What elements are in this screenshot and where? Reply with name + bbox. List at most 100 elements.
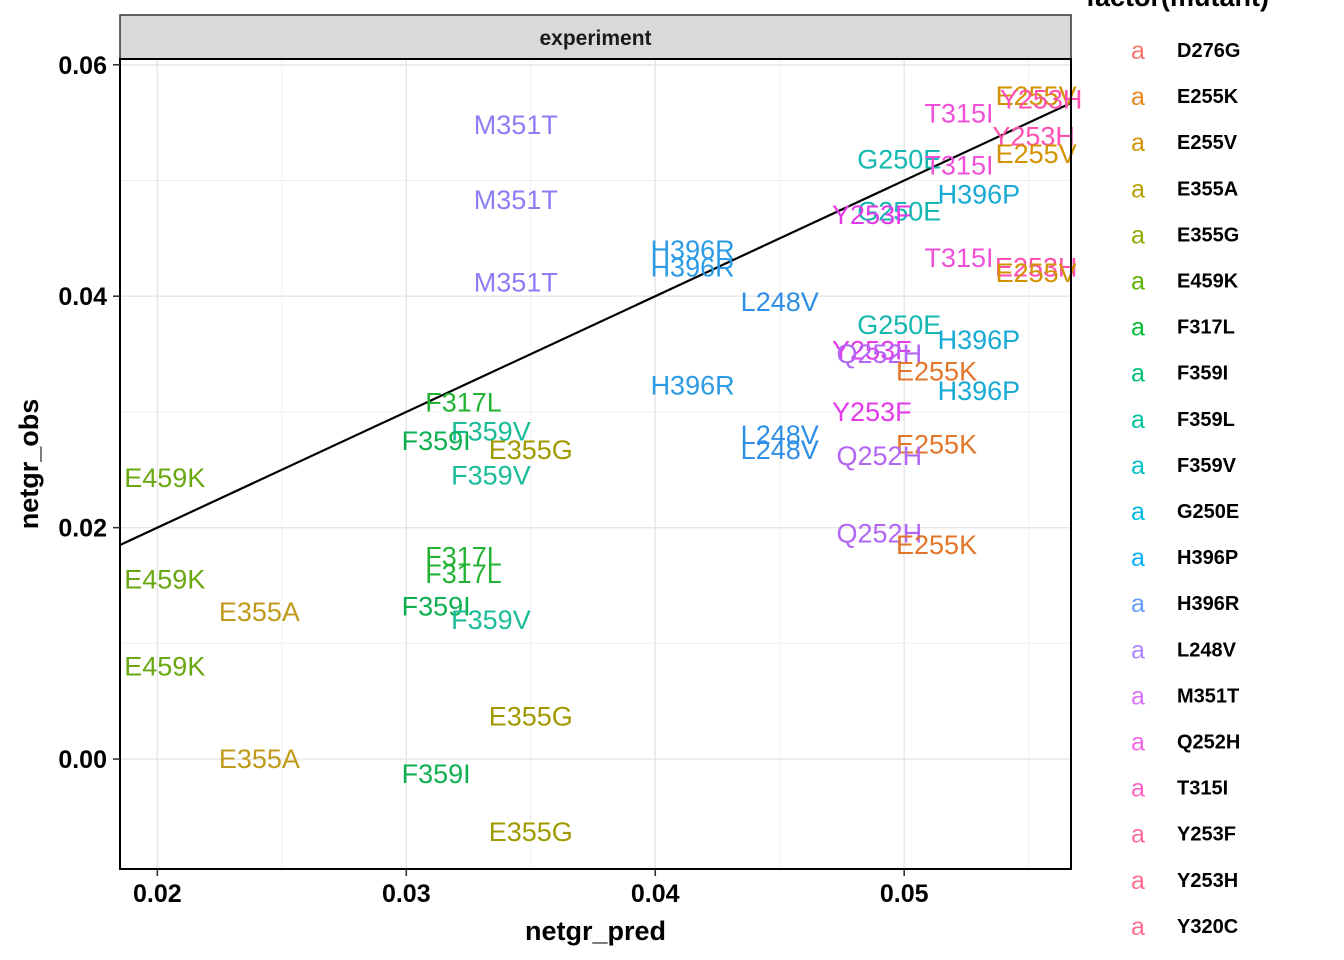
point-label-g250e: G250E <box>857 310 941 340</box>
legend-key-glyph: a <box>1131 221 1145 249</box>
legend-label-f359v: F359V <box>1177 455 1237 477</box>
point-label-e253h: E253H <box>995 252 1078 282</box>
legend-key-glyph: a <box>1131 775 1145 803</box>
panel-background <box>120 59 1071 869</box>
point-label-e459k: E459K <box>124 463 205 493</box>
point-label-e355a: E355A <box>219 744 300 774</box>
point-label-y253h: Y253H <box>992 122 1075 152</box>
legend-key-glyph: a <box>1131 175 1145 203</box>
x-tick-label: 0.02 <box>133 880 182 908</box>
legend-key-glyph: a <box>1131 636 1145 664</box>
point-label-f359v: F359V <box>451 605 531 635</box>
legend-label-y253f: Y253F <box>1177 824 1236 846</box>
legend-label-e355a: E355A <box>1177 178 1238 200</box>
legend-key-glyph: a <box>1131 682 1145 710</box>
point-label-e459k: E459K <box>124 652 205 682</box>
point-label-l248v: L248V <box>741 420 819 450</box>
legend-label-h396r: H396R <box>1177 593 1240 615</box>
point-label-t315i: T315I <box>924 150 993 180</box>
legend-label-d276g: D276G <box>1177 40 1240 62</box>
facet-strip-label: experiment <box>539 27 651 50</box>
point-label-f359i: F359I <box>402 591 471 621</box>
point-label-e255k: E255K <box>896 356 977 386</box>
legend-key-glyph: a <box>1131 37 1145 65</box>
point-label-m351t: M351T <box>474 185 558 215</box>
point-label-e255v: E255V <box>996 81 1077 111</box>
legend-label-y320c: Y320C <box>1177 916 1238 938</box>
point-label-t315i: T315I <box>924 243 993 273</box>
legend-label-q252h: Q252H <box>1177 732 1240 754</box>
point-label-h396p: H396P <box>938 179 1021 209</box>
point-label-e459k: E459K <box>124 565 205 595</box>
legend-key-glyph: a <box>1131 867 1145 895</box>
point-label-h396p: H396P <box>938 376 1021 406</box>
legend-items: a D276G a E255K a E255V a E355A a E355G a E459K a F31… <box>1131 37 1240 941</box>
legend-label-e255v: E255V <box>1177 132 1238 154</box>
grid-lines <box>120 59 1071 869</box>
point-label-m351t: M351T <box>474 110 558 140</box>
y-tick-label: 0.06 <box>58 52 107 80</box>
legend-key-glyph: a <box>1131 83 1145 111</box>
point-label-e355a: E355A <box>219 597 300 627</box>
point-label-e355g: E355G <box>489 701 573 731</box>
point-label-f359i: F359I <box>402 759 471 789</box>
legend-key-glyph: a <box>1131 821 1145 849</box>
panel-border <box>119 58 1072 870</box>
point-label-e255k: E255K <box>896 429 977 459</box>
y-tick-label: 0.02 <box>58 515 107 543</box>
point-label-m351t: M351T <box>474 267 558 297</box>
legend-label-t315i: T315I <box>1177 778 1228 800</box>
facet-strip-background <box>119 14 1072 60</box>
point-label-f317l: F317L <box>425 388 502 418</box>
legend-label-l248v: L248V <box>1177 639 1237 661</box>
point-label-e255v: E255V <box>996 258 1077 288</box>
point-label-y253f: Y253F <box>832 336 912 366</box>
legend-label-f359i: F359I <box>1177 363 1228 385</box>
point-label-h396r: H396R <box>651 370 735 400</box>
legend-label-f317l: F317L <box>1177 317 1235 339</box>
point-label-y253h: Y253H <box>1000 85 1083 115</box>
point-label-y253f: Y253F <box>832 397 912 427</box>
legend-key-glyph: a <box>1131 129 1145 157</box>
legend-label-h396p: H396P <box>1177 547 1238 569</box>
legend-key-glyph: a <box>1131 590 1145 618</box>
point-label-f359v: F359V <box>451 461 531 491</box>
legend: factor(mutant) aD276GaE255KaE255VaE355Aa… <box>1086 0 1269 941</box>
legend-label-y253h: Y253H <box>1177 870 1238 892</box>
legend-key-glyph: a <box>1131 314 1145 342</box>
point-label-g250e: G250E <box>857 197 941 227</box>
legend-label-f359l: F359L <box>1177 409 1235 431</box>
point-label-q252h: Q252H <box>837 441 923 471</box>
point-label-y253f: Y253F <box>832 200 912 230</box>
legend-key-glyph: a <box>1131 729 1145 757</box>
point-label-f359i: F359I <box>402 426 471 456</box>
legend-label-e355g: E355G <box>1177 224 1239 246</box>
y-axis: 0.00 0.02 0.04 0.06 <box>58 52 120 774</box>
point-label-e255k: E255K <box>896 530 977 560</box>
legend-label-e255k: E255K <box>1177 86 1239 108</box>
facet-strip: experiment <box>119 14 1072 60</box>
y-tick-label: 0.00 <box>58 746 107 774</box>
point-label-e255v: E255V <box>996 139 1077 169</box>
reference-line <box>119 101 1072 546</box>
y-axis-title: netgr_obs <box>14 399 44 530</box>
point-label-l248v: L248V <box>741 435 819 465</box>
point-label-h396p: H396P <box>938 325 1021 355</box>
legend-label-m351t: M351T <box>1177 685 1239 707</box>
point-label-e355g: E355G <box>489 817 573 847</box>
point-label-h396r: H396R <box>651 235 735 265</box>
point-label-l248v: L248V <box>741 287 819 317</box>
legend-key-glyph: a <box>1131 406 1145 434</box>
point-label-h396r: H396R <box>651 252 735 282</box>
point-label-f359v: F359V <box>451 417 531 447</box>
legend-key-glyph: a <box>1131 498 1145 526</box>
reference-line-group <box>119 101 1072 546</box>
point-label-e355g: E355G <box>489 435 573 465</box>
point-label-g250e: G250E <box>857 145 941 175</box>
x-axis-title: netgr_pred <box>525 916 666 946</box>
legend-label-g250e: G250E <box>1177 501 1239 523</box>
x-axis: 0.02 0.03 0.04 0.05 <box>133 869 929 908</box>
